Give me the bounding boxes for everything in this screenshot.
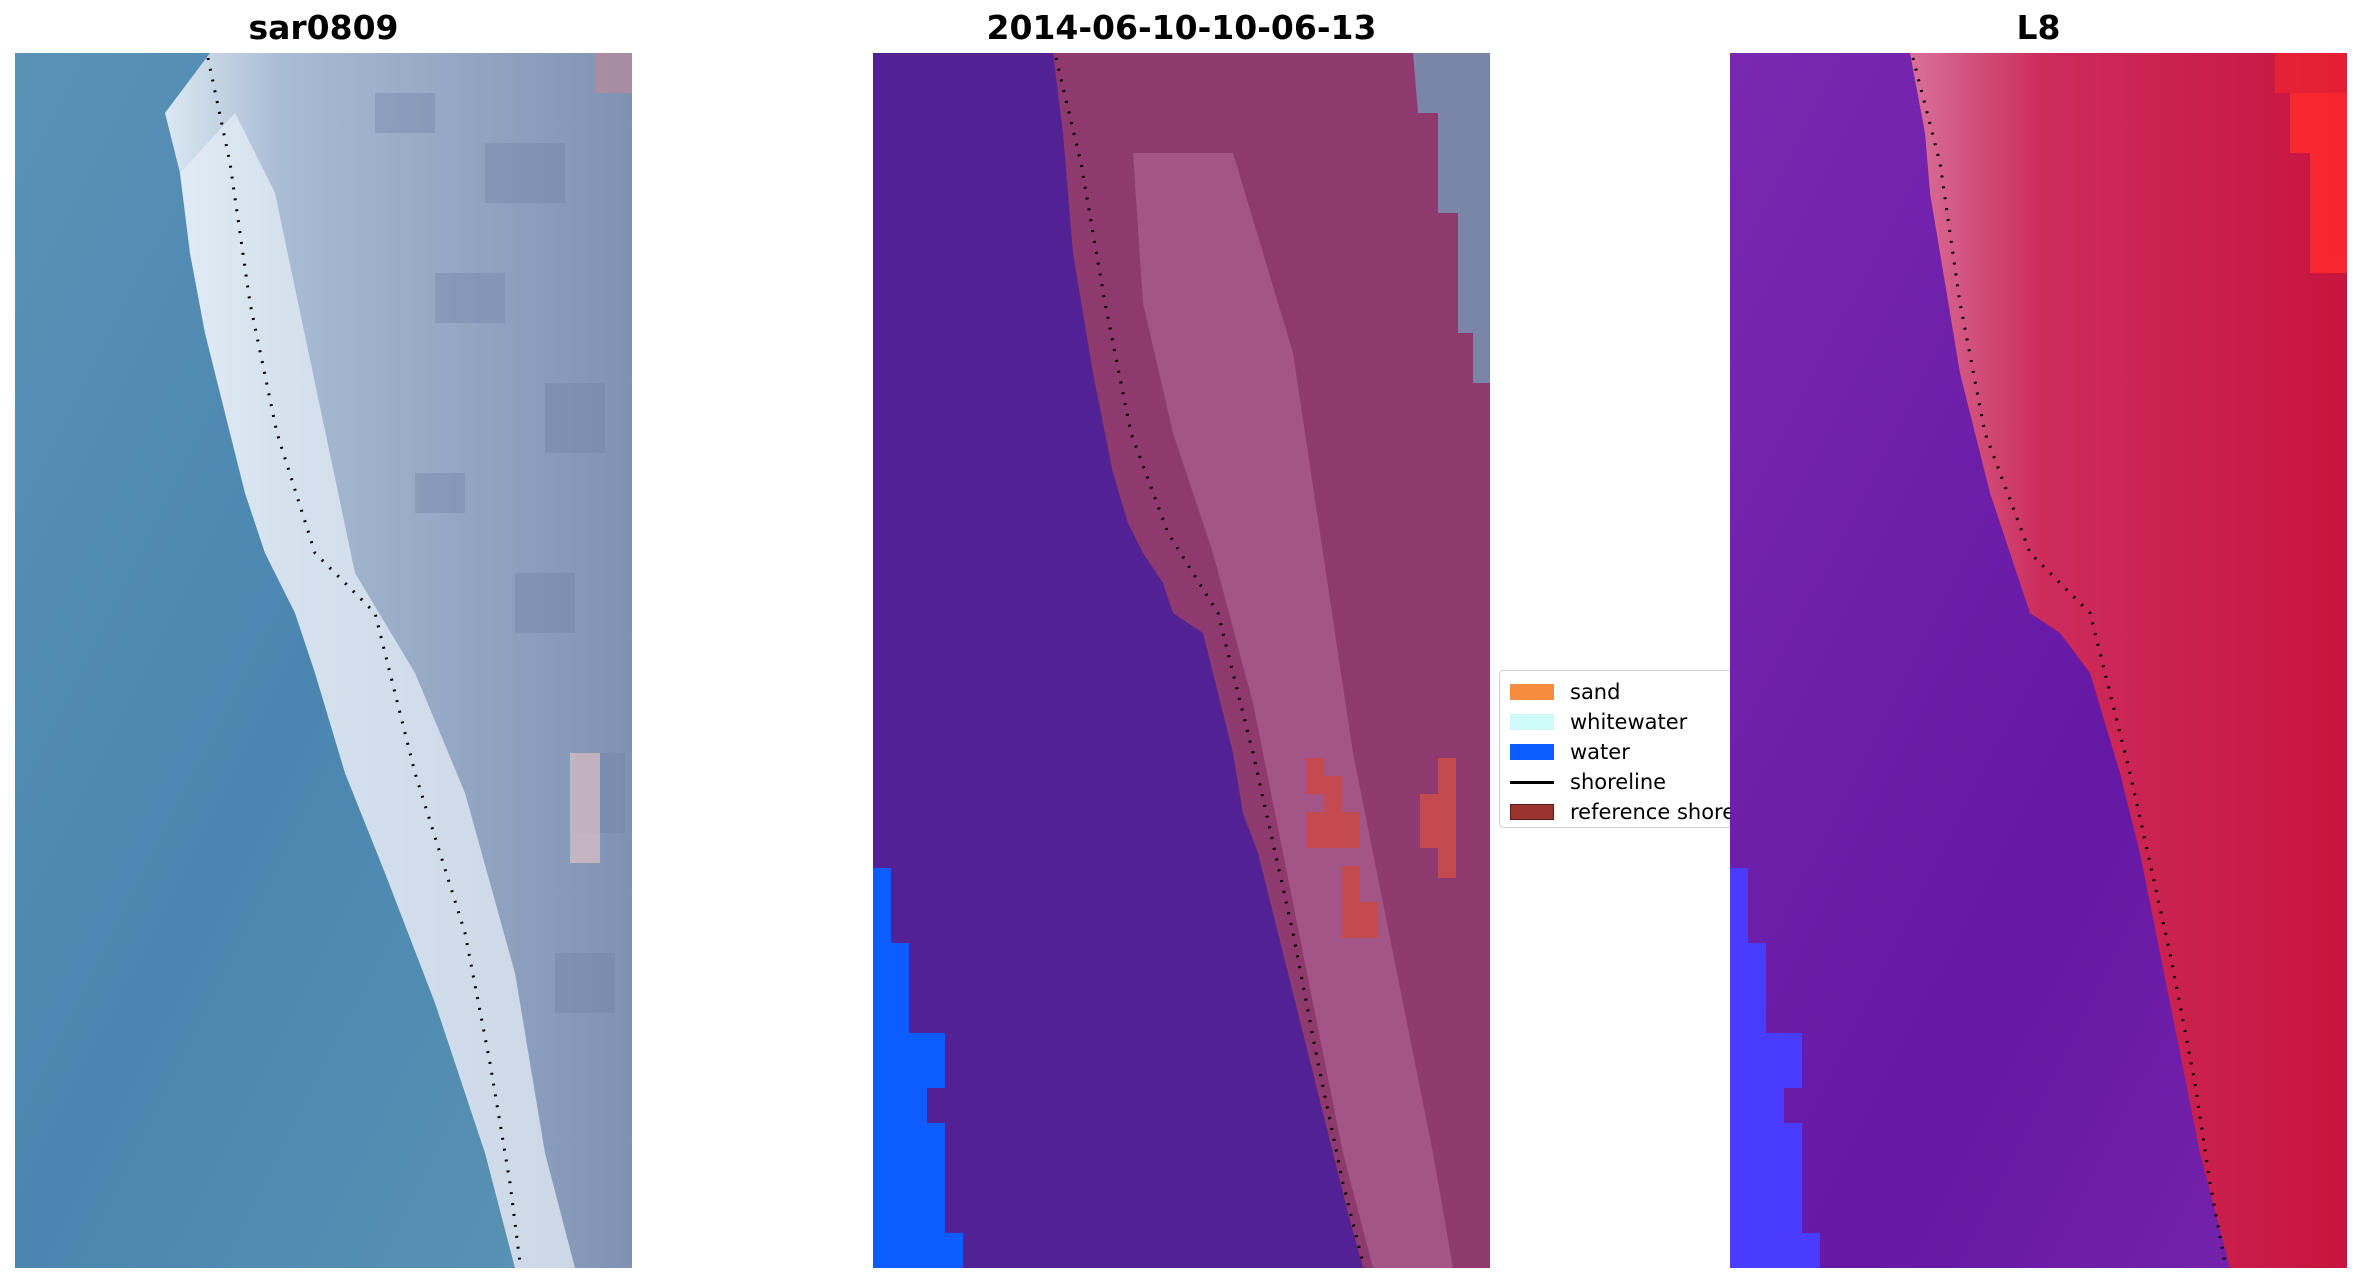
- water-class: [873, 868, 963, 1268]
- legend-label: shoreline: [1570, 770, 1667, 794]
- reference-shoreline-class: [1306, 758, 1456, 938]
- legend-item-sand: sand: [1500, 677, 1732, 707]
- panel-title-sar0809: sar0809: [248, 8, 399, 47]
- l8-panel: [1730, 53, 2347, 1268]
- classification-image: [873, 53, 1490, 1268]
- classification-panel: [873, 53, 1490, 1268]
- whitewater-swatch: [1510, 714, 1554, 730]
- legend-label: whitewater: [1570, 710, 1688, 734]
- panel-title-classification: 2014-06-10-10-06-13: [986, 8, 1377, 47]
- panel-title-l8: L8: [2016, 8, 2061, 47]
- sand-swatch: [1510, 684, 1554, 700]
- legend-item-water: water: [1500, 737, 1732, 767]
- rgb-image: [15, 53, 632, 1268]
- legend-label: reference shoreline: [1570, 800, 1732, 824]
- legend-label: water: [1570, 740, 1630, 764]
- gray-area: [1413, 53, 1490, 383]
- l8-water: [1730, 868, 1820, 1268]
- water-swatch: [1510, 744, 1554, 760]
- shoreline: [1054, 57, 1365, 1264]
- shoreline-line-swatch: [1510, 780, 1554, 784]
- whitewater-band: [180, 113, 575, 1268]
- legend-item-shoreline: shoreline: [1500, 767, 1732, 797]
- legend-item-reference-shoreline: reference shoreline: [1500, 797, 1732, 827]
- legend: sand whitewater water shoreline referenc…: [1499, 670, 1733, 828]
- legend-item-whitewater: whitewater: [1500, 707, 1732, 737]
- legend-label: sand: [1570, 680, 1621, 704]
- rgb-image-panel: [15, 53, 632, 1268]
- l8-image: [1730, 53, 2347, 1268]
- shoreline: [1911, 57, 2227, 1264]
- reference-shoreline-swatch: [1510, 804, 1554, 820]
- l8-land: [1910, 53, 2347, 1268]
